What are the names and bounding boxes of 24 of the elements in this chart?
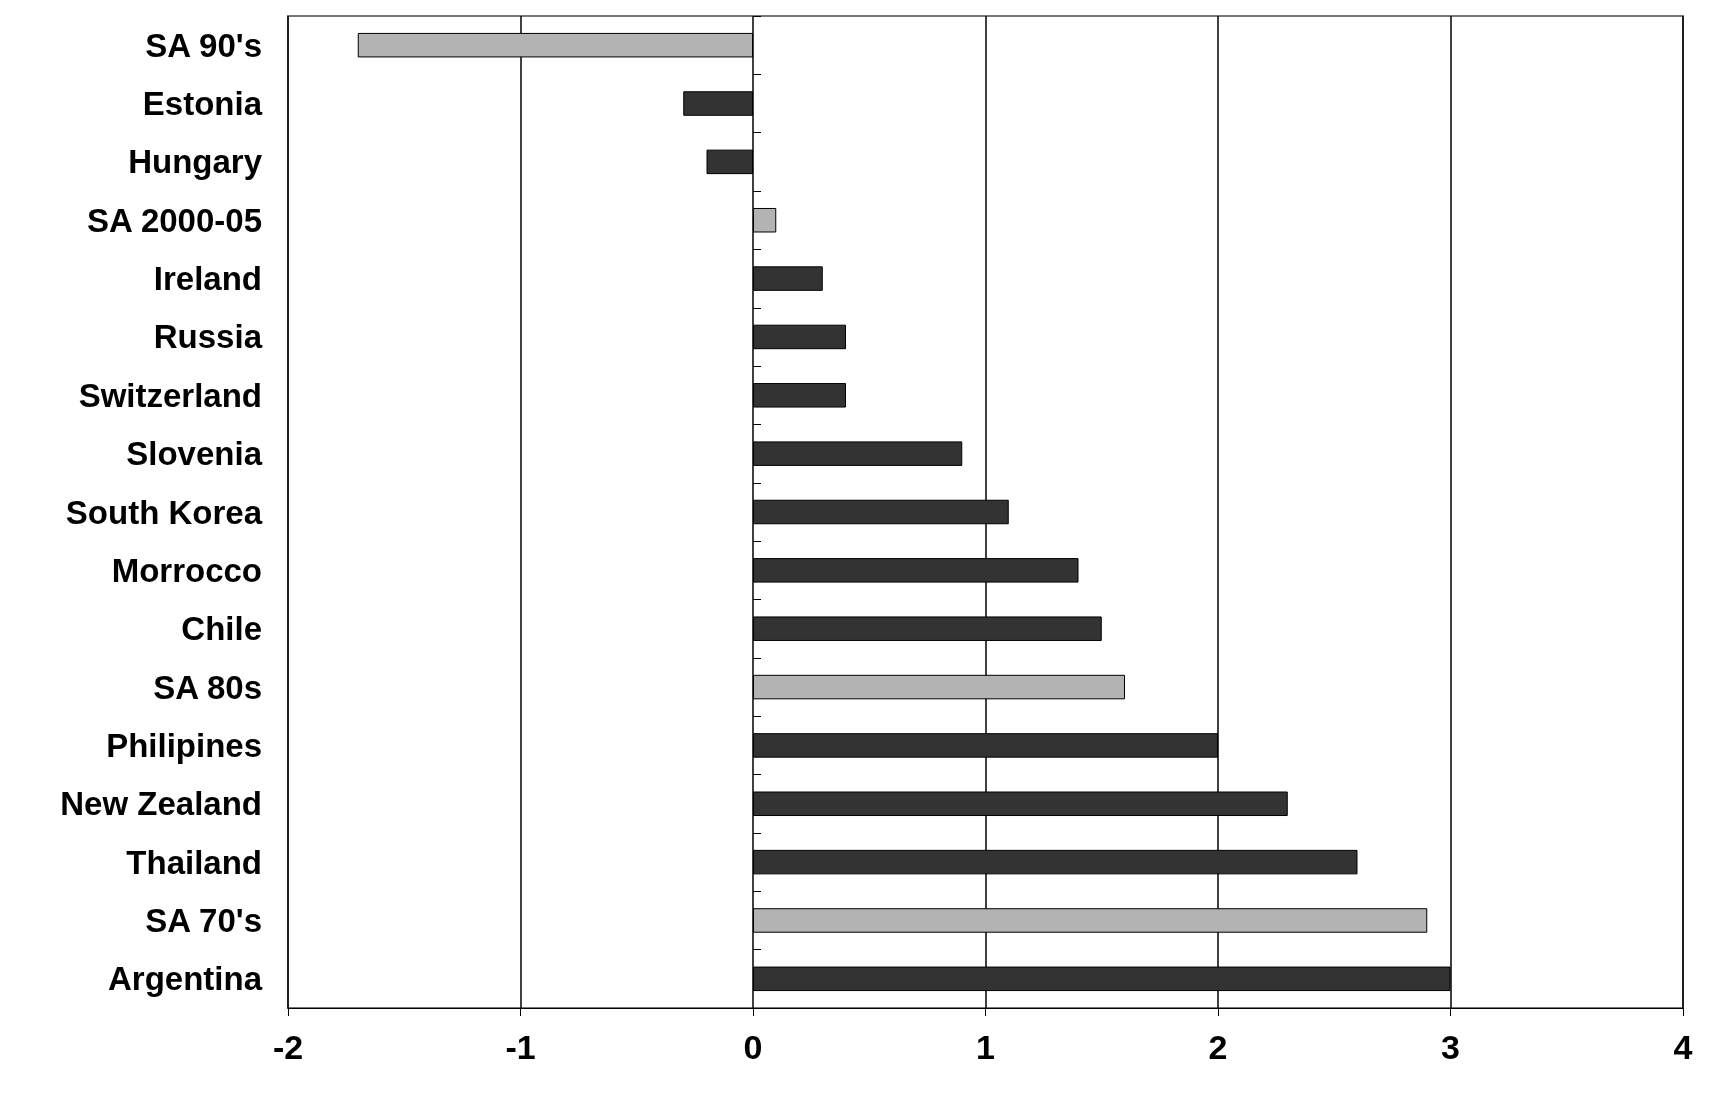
x-tick-label: 1 <box>976 1028 995 1066</box>
y-tick-label: Philipines <box>106 726 262 764</box>
x-tick-label: 2 <box>1208 1028 1228 1066</box>
x-tick-label: -1 <box>505 1028 536 1066</box>
y-tick-label: Hungary <box>128 143 263 181</box>
x-tick-label: 3 <box>1441 1028 1460 1066</box>
y-tick-label: Estonia <box>142 85 263 123</box>
y-tick-label: SA 90's <box>145 26 262 64</box>
y-tick-label: Chile <box>181 610 262 648</box>
y-tick-label: Ireland <box>153 260 262 298</box>
y-tick-label: Slovenia <box>126 435 263 473</box>
y-tick-label: Morrocco <box>111 551 262 589</box>
x-tick-label: 4 <box>1673 1028 1693 1066</box>
y-tick-label: South Korea <box>65 493 263 531</box>
y-tick-label: Argentina <box>107 960 263 998</box>
y-tick-label: SA 80s <box>153 668 262 706</box>
x-tick-label: 0 <box>743 1028 763 1066</box>
y-tick-label: SA 2000-05 <box>87 201 262 239</box>
y-tick-label: SA 70's <box>145 901 262 939</box>
y-tick-label: Switzerland <box>78 376 262 414</box>
y-tick-label: New Zealand <box>60 785 262 823</box>
y-tick-label: Russia <box>153 318 263 356</box>
y-tick-label: Thailand <box>126 843 262 881</box>
x-tick-label: -2 <box>272 1028 304 1066</box>
